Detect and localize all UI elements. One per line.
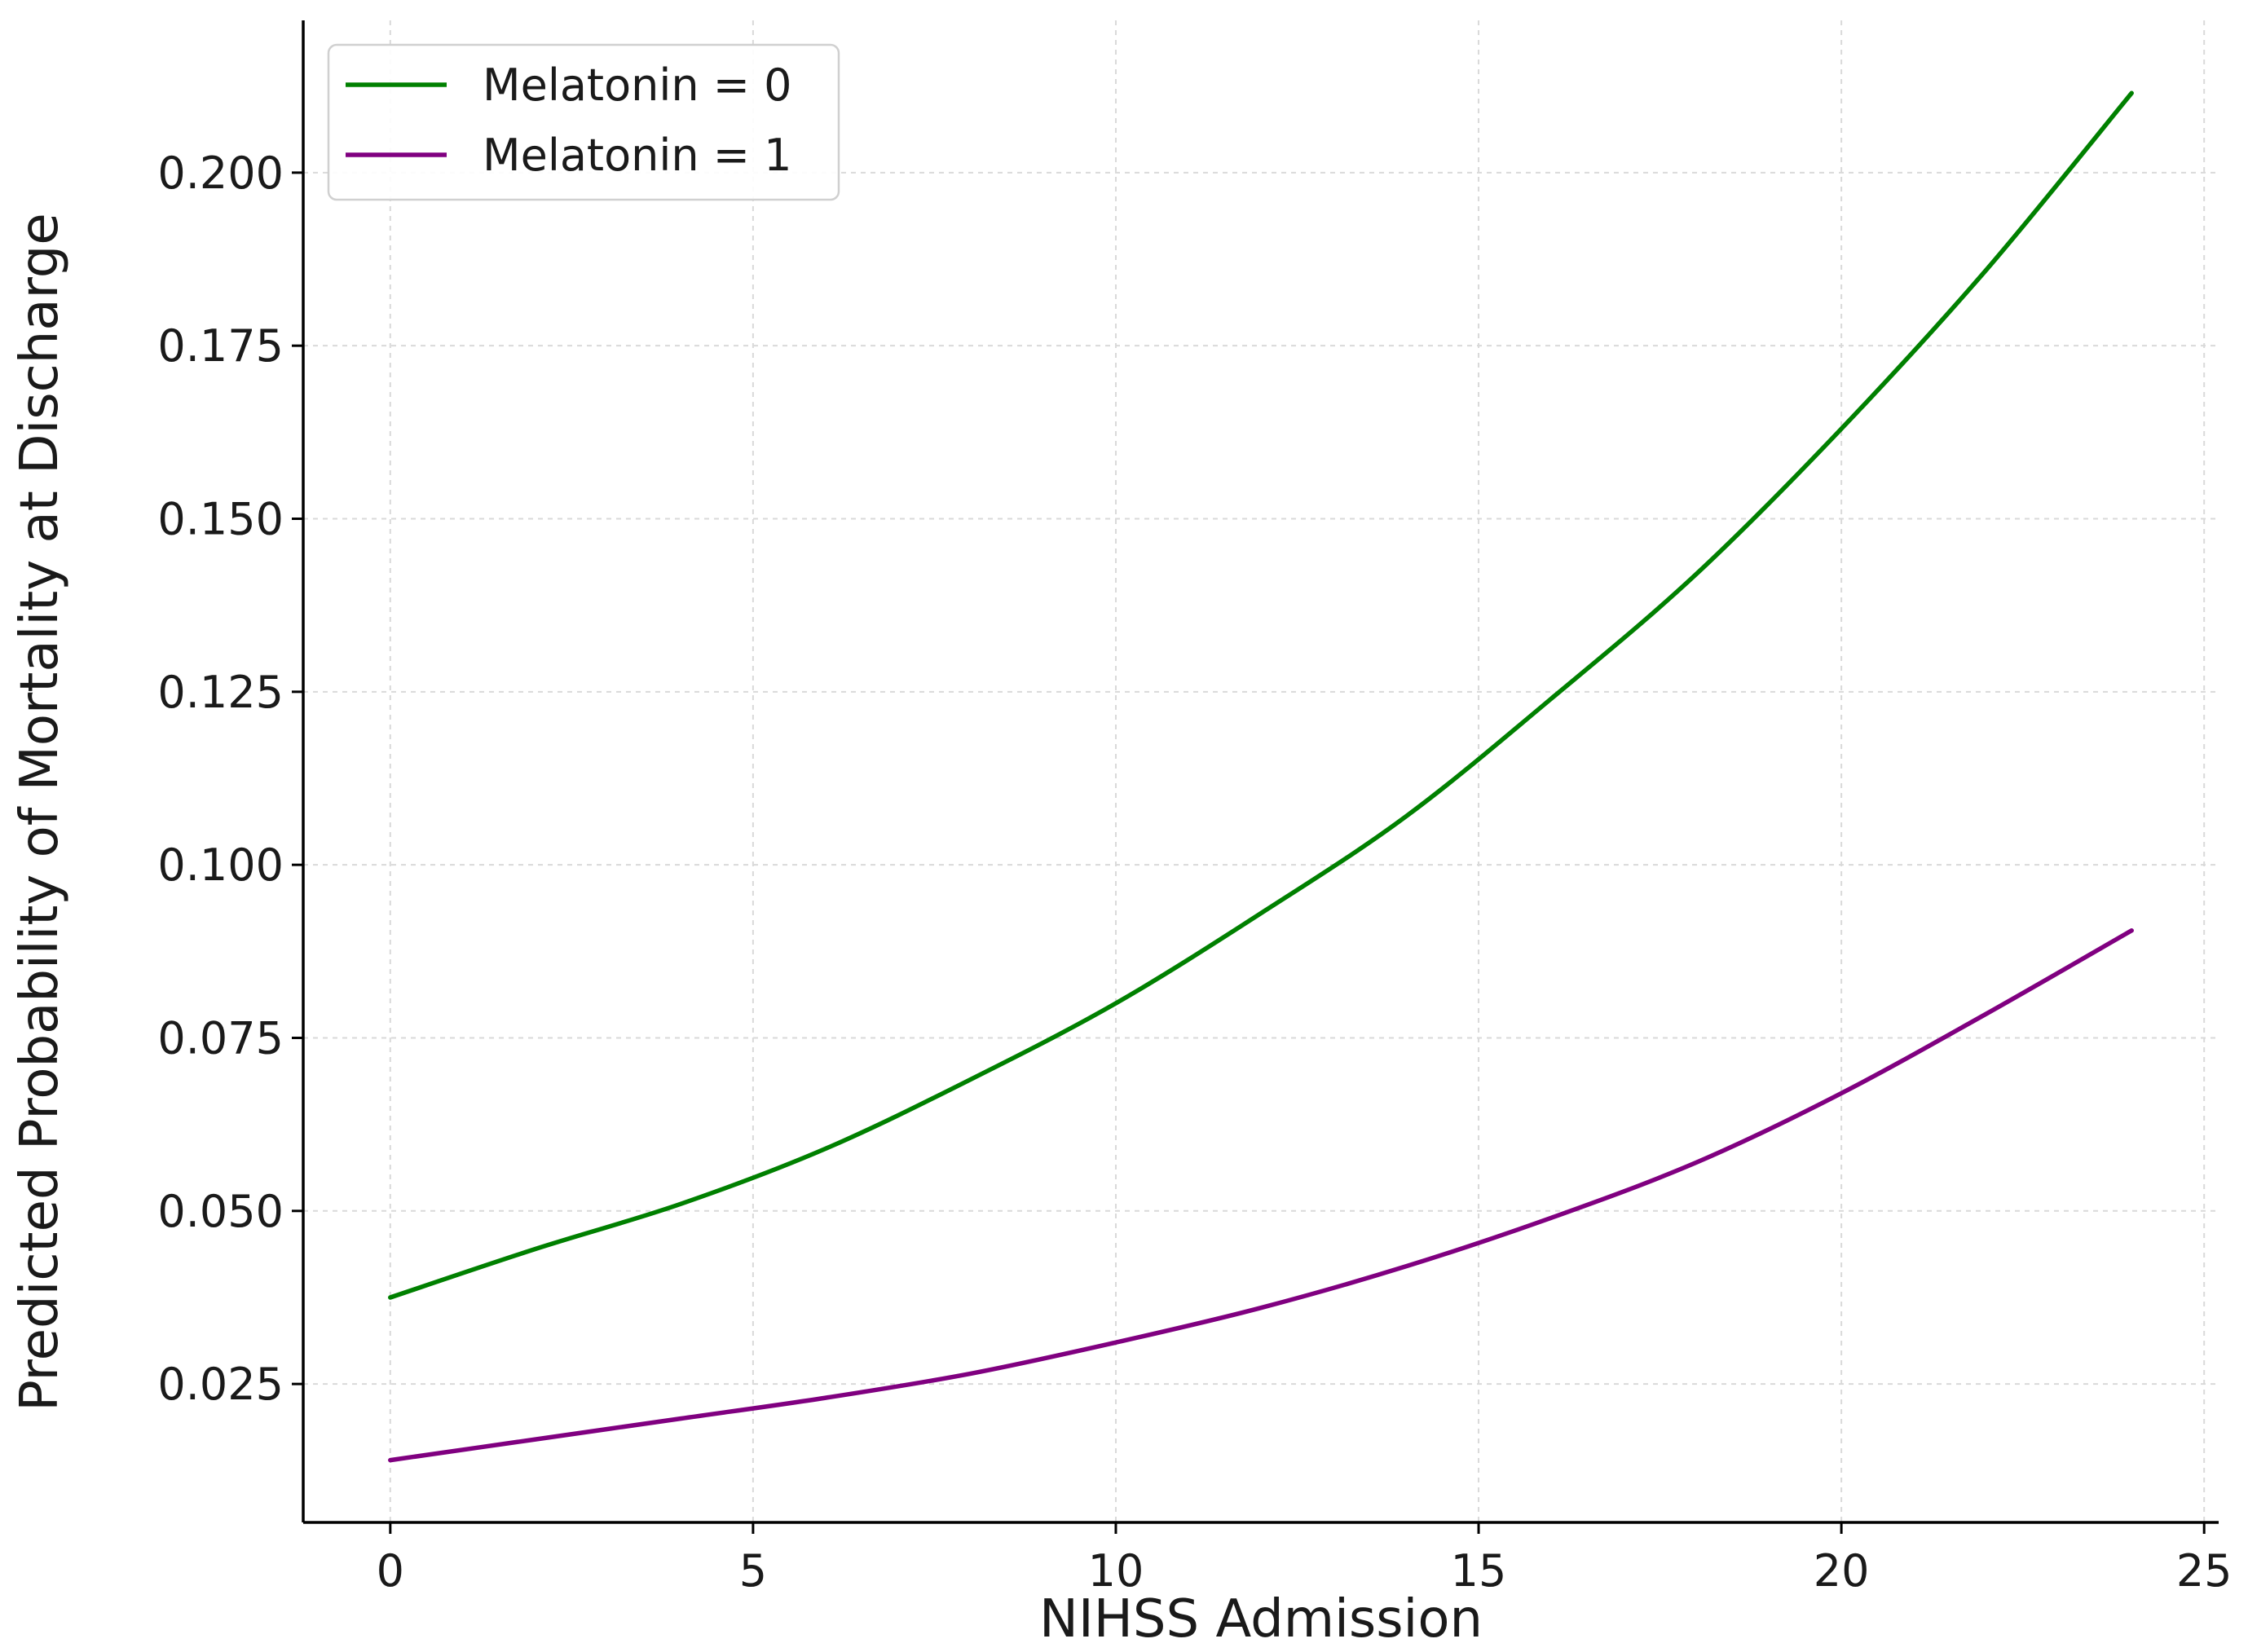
series-lines [388,90,2134,1463]
y-tick-label: 0.150 [157,494,284,545]
x-tick-label: 0 [377,1545,404,1597]
y-axis-title: Predicted Probability of Mortality at Di… [10,213,70,1412]
x-tick-label: 15 [1451,1545,1507,1597]
legend-box [327,43,840,201]
series-line-melatonin-0 [388,90,2134,1300]
y-tick-label: 0.200 [157,148,284,199]
legend-label-melatonin-0: Melatonin = 0 [483,59,792,111]
x-tick-label: 20 [1814,1545,1870,1597]
y-tick-label: 0.050 [157,1186,284,1237]
y-tick-label: 0.125 [157,667,284,718]
legend-label-melatonin-1: Melatonin = 1 [483,130,792,181]
y-tick-label: 0.175 [157,320,284,372]
axes [302,20,2219,1524]
x-tick-label: 25 [2176,1545,2233,1597]
x-tick-label: 5 [739,1545,767,1597]
y-ticks: 0.025 0.050 0.075 0.100 0.125 0.150 0.175 0.200 [157,148,303,1410]
series-line-melatonin-1 [388,928,2134,1463]
x-ticks: 0 5 10 15 20 25 [377,1522,2233,1597]
x-axis-title: NIHSS Admission [1039,1589,1483,1650]
legend: Melatonin = 0 Melatonin = 1 [327,43,840,201]
x-tick-label: 10 [1088,1545,1144,1597]
y-tick-label: 0.025 [157,1359,284,1410]
y-tick-label: 0.075 [157,1012,284,1064]
grid-lines [303,20,2219,1522]
y-tick-label: 0.100 [157,839,284,891]
